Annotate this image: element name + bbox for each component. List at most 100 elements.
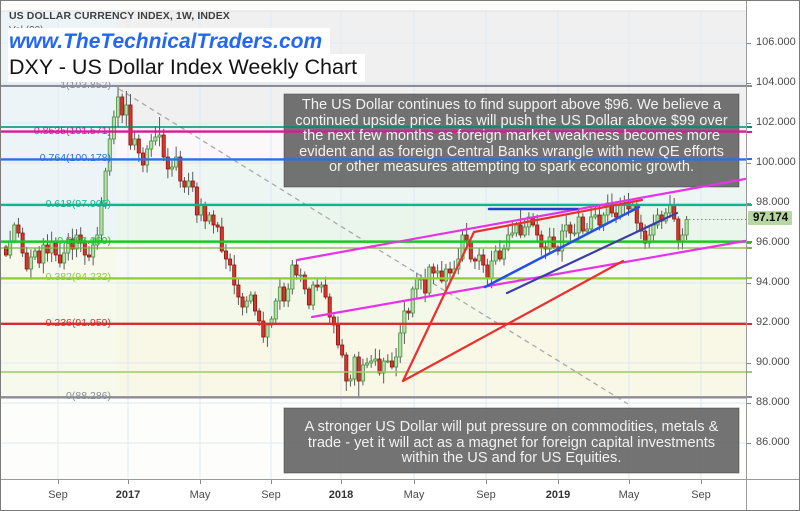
red-long-support[interactable] bbox=[401, 259, 625, 383]
axis-corner bbox=[746, 479, 799, 510]
price-tick bbox=[747, 363, 751, 364]
time-tick bbox=[271, 480, 272, 484]
level-axis-tick bbox=[747, 203, 752, 206]
candle-body bbox=[497, 250, 502, 260]
candle-body bbox=[647, 234, 652, 244]
navy-support-diagonal[interactable] bbox=[505, 211, 679, 295]
candle-body bbox=[149, 140, 154, 150]
candle-body bbox=[228, 258, 233, 266]
time-axis[interactable]: Sep 2017 May Sep 2018 May Sep 2019 May Sep bbox=[1, 479, 746, 510]
candle-body bbox=[199, 204, 204, 216]
candle-body bbox=[448, 268, 453, 274]
price-tick-label: 104.000 bbox=[756, 76, 796, 88]
blue-support-diagonal[interactable] bbox=[483, 205, 641, 289]
candle-body bbox=[240, 296, 245, 308]
candle-body bbox=[12, 224, 17, 242]
price-tick-label: 102.000 bbox=[756, 116, 796, 128]
price-tick-label: 92.000 bbox=[756, 316, 790, 328]
candle-body bbox=[518, 224, 523, 236]
candle-body bbox=[468, 240, 473, 260]
time-tick bbox=[486, 480, 487, 484]
bottom-annotation-note: A stronger US Dollar will put pressure o… bbox=[304, 419, 719, 466]
candle-body bbox=[298, 274, 303, 277]
candle-body bbox=[410, 288, 415, 314]
candle-body bbox=[28, 256, 33, 270]
candle-body bbox=[406, 310, 411, 314]
candle-body bbox=[655, 214, 660, 226]
candle-body bbox=[190, 180, 195, 188]
candle-body bbox=[564, 224, 569, 232]
candle-body bbox=[136, 138, 141, 154]
level-axis-tick bbox=[747, 371, 752, 373]
candle-body bbox=[244, 300, 249, 308]
candle-body bbox=[381, 360, 386, 374]
candle-body bbox=[290, 264, 295, 290]
candle-body bbox=[174, 156, 179, 168]
time-tick bbox=[58, 480, 59, 484]
level-axis-tick bbox=[747, 130, 752, 133]
note-box bbox=[283, 407, 740, 474]
candle-body bbox=[443, 268, 448, 282]
candle-body bbox=[323, 284, 328, 298]
candlestick-chart[interactable] bbox=[1, 1, 746, 479]
candle-body bbox=[514, 224, 519, 234]
magenta-channel-upper[interactable] bbox=[295, 177, 746, 262]
candle-body bbox=[668, 204, 673, 214]
candle-body bbox=[107, 138, 112, 172]
candle-body bbox=[145, 148, 150, 166]
candle-body bbox=[593, 214, 598, 218]
top-annotation-note: The US Dollar continues to find support … bbox=[295, 97, 728, 175]
candle-body bbox=[572, 232, 577, 235]
candle-body bbox=[576, 216, 581, 234]
candle-body bbox=[157, 134, 162, 138]
candle-body bbox=[99, 202, 104, 236]
time-tick-label: 2019 bbox=[545, 489, 571, 501]
time-tick-label: Sep bbox=[691, 489, 711, 501]
level-axis-tick bbox=[747, 126, 752, 128]
candle-body bbox=[165, 156, 170, 170]
candle-body bbox=[87, 254, 92, 258]
candle-body bbox=[277, 286, 282, 302]
time-tick-label: May bbox=[189, 489, 211, 501]
price-axis[interactable]: 106.000 104.000 102.000 100.000 98.000 96.000… bbox=[746, 1, 799, 479]
candle-body bbox=[182, 180, 187, 188]
candle-body bbox=[261, 320, 266, 338]
candle-body bbox=[103, 170, 108, 204]
time-tick-label: Sep bbox=[261, 489, 281, 501]
candle-body bbox=[547, 236, 552, 250]
time-tick-label: May bbox=[618, 489, 640, 501]
level-axis-tick bbox=[747, 396, 752, 399]
candle-body bbox=[273, 300, 278, 320]
candle-body bbox=[464, 234, 469, 242]
page-title: DXY - US Dollar Index Weekly Chart bbox=[8, 54, 366, 82]
candle-body bbox=[315, 284, 320, 288]
candle-body bbox=[680, 234, 685, 242]
candle-body bbox=[394, 356, 399, 368]
candle-body bbox=[377, 358, 382, 374]
price-tick-label: 94.000 bbox=[756, 276, 790, 288]
chart-plot-area[interactable]: 1(103.852) 0.8535(101.571) 0.764(100.178) 0… bbox=[1, 1, 746, 479]
time-tick-label: May bbox=[403, 489, 425, 501]
level-axis-tick bbox=[747, 240, 752, 243]
last-price-label: 97.174 bbox=[748, 210, 793, 225]
price-tick-label: 98.000 bbox=[756, 196, 790, 208]
candle-body bbox=[369, 360, 374, 364]
watermark-url: www.TheTechnicalTraders.com bbox=[8, 28, 331, 55]
red-upper-slope[interactable] bbox=[472, 198, 644, 234]
candle-body bbox=[385, 360, 390, 363]
candle-body bbox=[57, 254, 62, 264]
candle-body bbox=[535, 224, 540, 236]
time-tick bbox=[558, 480, 559, 484]
candle-body bbox=[41, 244, 46, 264]
candle-body bbox=[356, 356, 361, 382]
price-tick-label: 106.000 bbox=[756, 36, 796, 48]
candle-body bbox=[91, 244, 96, 258]
magenta-channel-lower[interactable] bbox=[310, 239, 746, 319]
candle-body bbox=[116, 96, 121, 118]
candle-body bbox=[643, 230, 648, 244]
candle-body bbox=[257, 310, 262, 322]
price-tick bbox=[747, 123, 751, 124]
candle-body bbox=[306, 288, 311, 306]
red-steep-rally[interactable] bbox=[401, 230, 476, 383]
